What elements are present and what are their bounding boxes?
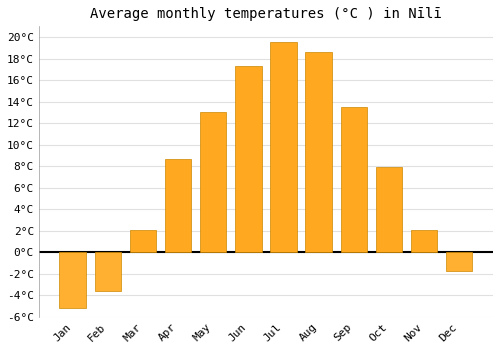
Bar [446,252,472,271]
Bar [130,230,156,252]
Bar [200,112,226,252]
Bar [411,230,438,252]
Bar [94,252,121,291]
Bar [340,107,367,252]
Bar [235,66,262,252]
Bar [306,52,332,252]
Bar [165,159,191,252]
Title: Average monthly temperatures (°C ) in Nīlī: Average monthly temperatures (°C ) in Nī… [90,7,442,21]
Bar [60,252,86,308]
Bar [270,42,296,252]
Bar [376,167,402,252]
